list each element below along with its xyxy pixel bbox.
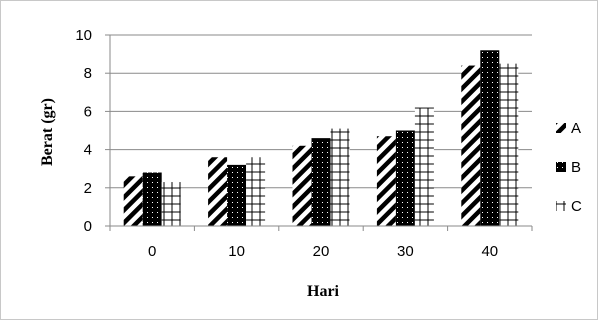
y-tick-label: 8: [84, 65, 92, 82]
bar-a-10: [208, 157, 228, 226]
bar-c-10: [246, 157, 266, 226]
y-tick-label: 10: [75, 27, 92, 44]
x-tick-label: 30: [397, 243, 414, 260]
legend-label-a: A: [571, 120, 581, 137]
legend-swatch-c: [556, 201, 566, 211]
axes: [105, 34, 533, 231]
bar-b-10: [227, 164, 247, 226]
legend: A B C: [556, 120, 582, 215]
bar-c-20: [330, 128, 350, 226]
bar-b-40: [480, 50, 500, 226]
bar-c-40: [499, 63, 519, 227]
x-tick-label: 0: [148, 243, 156, 260]
x-tick-label: 20: [313, 243, 330, 260]
bars: [123, 50, 519, 227]
y-tick-label: 4: [84, 142, 92, 159]
y-tick-label: 2: [84, 180, 92, 197]
legend-swatch-a: [556, 123, 566, 133]
legend-swatch-b: [556, 162, 566, 172]
bar-b-0: [142, 172, 162, 226]
bar-c-30: [414, 107, 434, 226]
bar-b-30: [395, 130, 415, 226]
y-axis-title: Berat (gr): [39, 98, 56, 166]
y-tick-labels: 0 2 4 6 8 10: [75, 27, 92, 235]
y-tick-label: 6: [84, 103, 92, 120]
x-tick-labels: 0 10 20 30 40: [148, 243, 498, 260]
bar-a-40: [461, 65, 481, 226]
y-tick-label: 0: [84, 218, 92, 235]
bar-c-0: [161, 182, 181, 226]
x-tick-label: 40: [481, 243, 498, 260]
legend-label-b: B: [571, 159, 581, 176]
bar-a-20: [292, 145, 312, 226]
bar-b-20: [311, 138, 331, 226]
bar-a-30: [376, 136, 396, 226]
x-tick-label: 10: [228, 243, 245, 260]
x-axis-title: Hari: [307, 283, 340, 300]
legend-label-c: C: [571, 198, 582, 215]
bar-a-0: [123, 176, 143, 226]
